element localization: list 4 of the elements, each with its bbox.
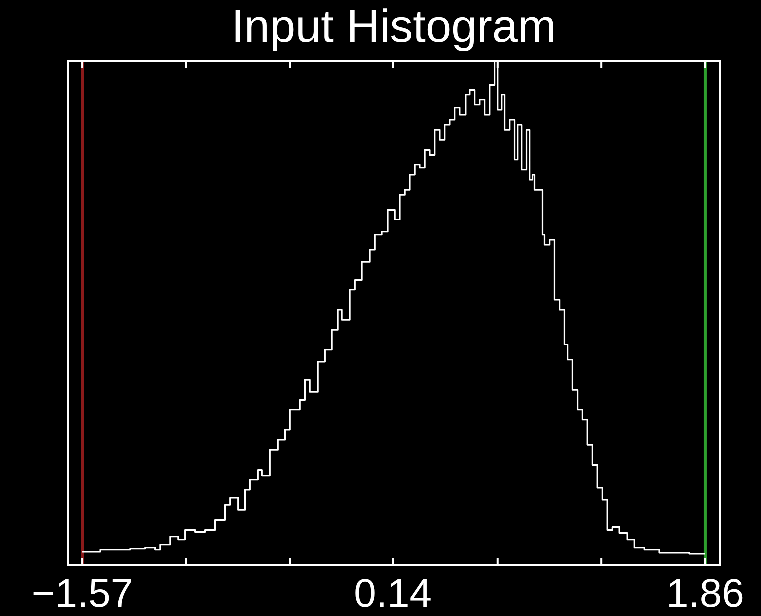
x-tick-label: 0.14: [354, 572, 432, 616]
x-tick-label: 1.86: [666, 572, 744, 616]
x-tick-label: −1.57: [32, 572, 134, 616]
chart-title: Input Histogram: [232, 0, 556, 52]
